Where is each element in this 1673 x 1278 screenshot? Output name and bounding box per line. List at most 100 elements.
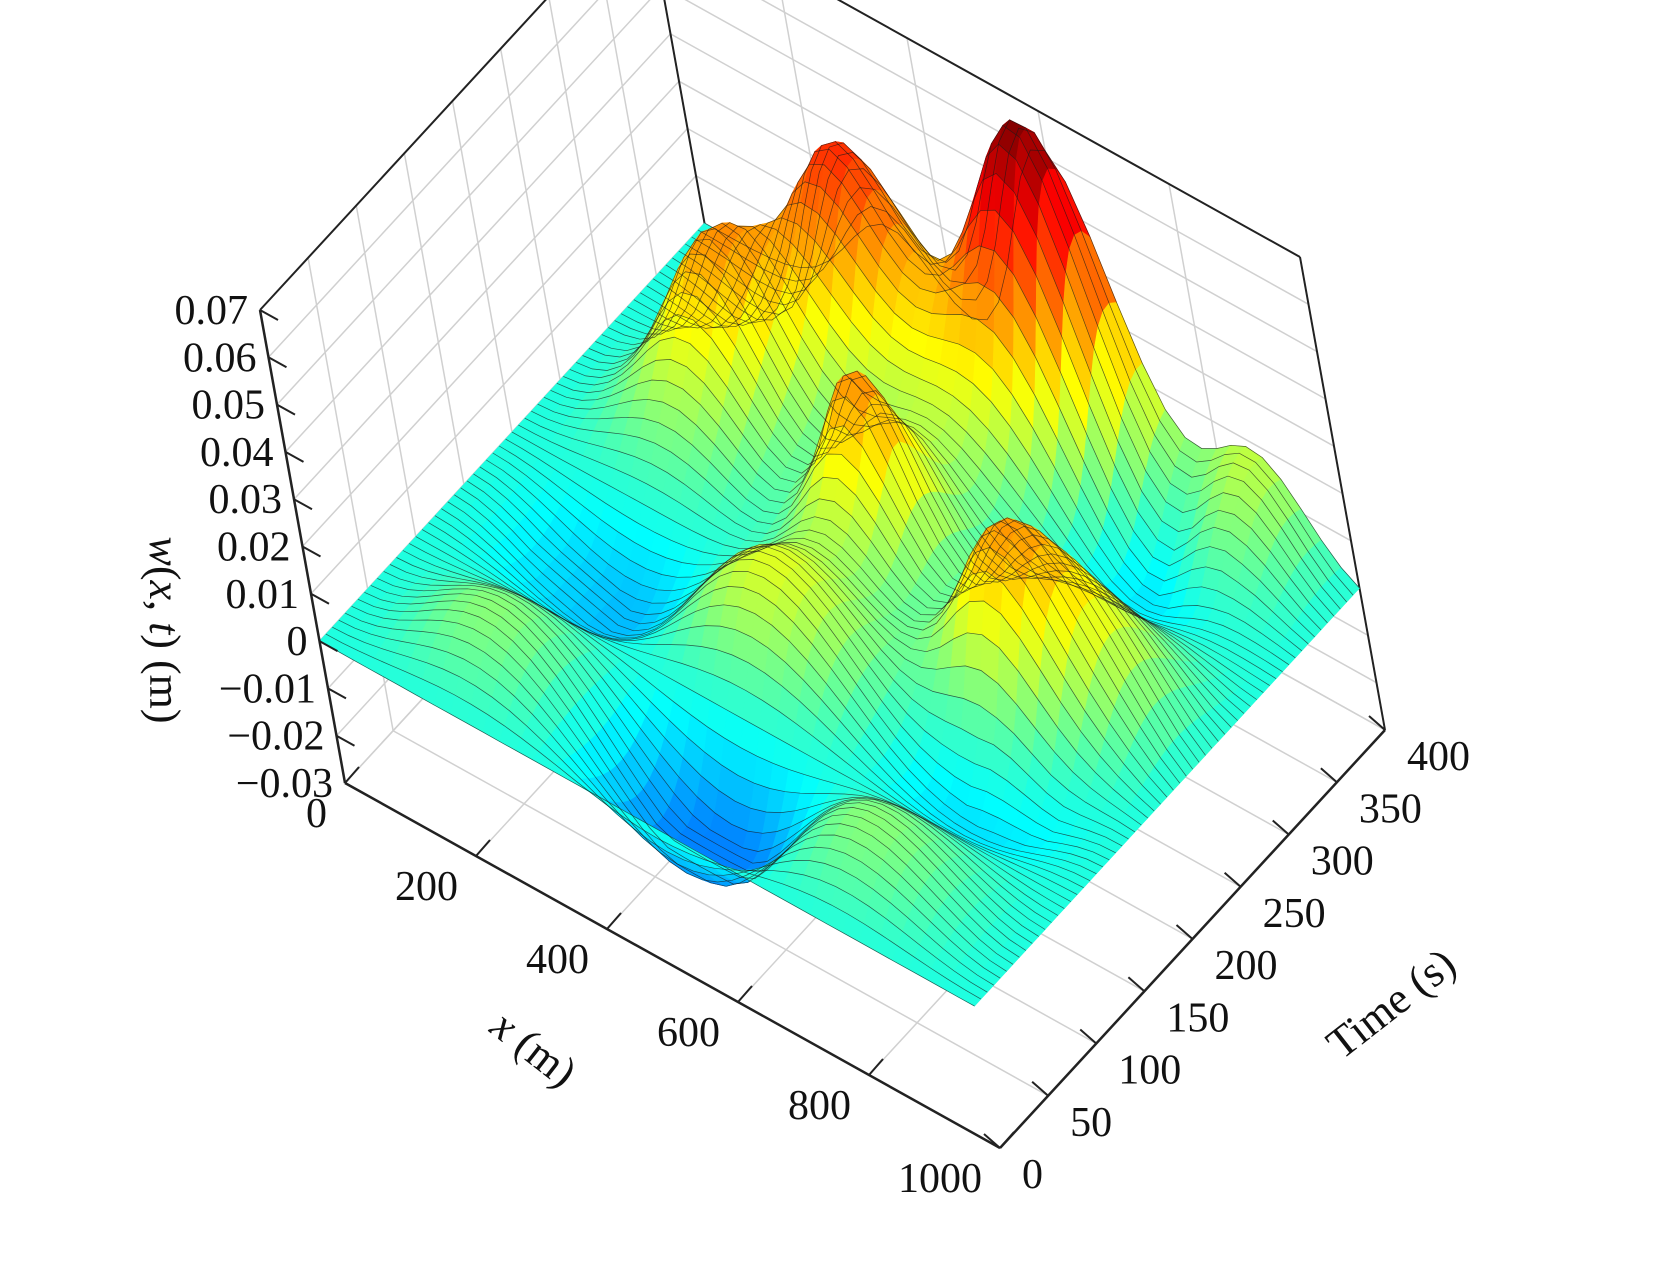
grid-line	[276, 0, 651, 406]
z-tick-label: −0.03	[236, 761, 333, 807]
mesh-line	[370, 585, 1026, 951]
mesh-line	[383, 571, 1039, 937]
surface-cell	[960, 282, 979, 320]
z-tick-label: 0.06	[183, 335, 257, 381]
time-tick-label: 350	[1359, 786, 1422, 832]
z-tick	[336, 734, 355, 747]
mesh-line	[678, 143, 1335, 617]
time-tick-label: 100	[1118, 1048, 1181, 1094]
surface-cell	[966, 600, 985, 636]
mesh-line	[460, 487, 1116, 854]
mesh-line	[492, 452, 1149, 819]
mesh-line	[466, 480, 1123, 847]
mesh-line	[620, 225, 1277, 679]
grid-line	[392, 730, 1049, 1097]
mesh-line	[364, 591, 1020, 958]
mesh-line	[697, 127, 1354, 596]
grid-line	[760, 0, 1309, 305]
z-tick-label: −0.01	[219, 666, 316, 712]
time-tick	[1223, 871, 1242, 888]
mesh-line	[415, 536, 1071, 902]
z-tick	[293, 498, 313, 511]
mesh-line	[357, 598, 1014, 965]
time-tick	[1079, 1028, 1097, 1045]
tick-labels: 0.070.060.050.040.030.020.010−0.01−0.02−…	[175, 288, 1471, 1202]
mesh-line	[665, 141, 1322, 631]
x-tick	[999, 1131, 1015, 1149]
mesh-line	[441, 508, 1097, 875]
x-tick-label: 1000	[898, 1156, 982, 1202]
time-axis-title: Time (s)	[1317, 938, 1464, 1068]
time-tick	[1031, 1080, 1049, 1097]
mesh-line	[499, 445, 1155, 812]
mesh-line	[447, 501, 1103, 868]
z-tick	[302, 545, 321, 558]
time-tick-label: 400	[1407, 734, 1470, 780]
mesh-line	[646, 181, 1303, 652]
mesh-line	[351, 605, 1007, 972]
surface-mesh	[319, 119, 1360, 1007]
mesh-line	[633, 217, 1290, 665]
mesh-line	[582, 271, 1238, 721]
mesh-line	[389, 564, 1046, 930]
x-axis-line	[344, 781, 1001, 1150]
grid-line	[310, 175, 697, 595]
mesh-line	[531, 410, 1187, 777]
box-edge	[259, 0, 547, 311]
mesh-line	[422, 529, 1078, 895]
z-tick-label: 0.01	[226, 572, 300, 618]
time-tick-label: 150	[1166, 995, 1229, 1041]
mesh-line	[569, 314, 1226, 735]
mesh-line	[640, 202, 1296, 659]
x-axis-title: x (m)	[481, 1000, 586, 1097]
x-tick	[737, 985, 753, 1003]
z-tick	[310, 592, 330, 605]
mesh-line	[563, 336, 1219, 742]
z-tick	[327, 687, 347, 700]
mesh-line	[377, 578, 1033, 944]
x-tick	[606, 912, 622, 930]
x-tick	[868, 1058, 884, 1076]
grid-line	[267, 0, 599, 358]
z-tick	[344, 782, 364, 794]
mesh-line	[614, 222, 1270, 686]
z-tick	[285, 451, 304, 463]
grid-line	[284, 33, 672, 453]
time-tick	[1272, 819, 1290, 836]
mesh-line	[556, 359, 1213, 749]
x-tick-label: 400	[526, 937, 589, 983]
surface-cell	[947, 665, 966, 699]
time-tick-label: 250	[1263, 891, 1326, 937]
mesh-line	[518, 424, 1174, 791]
grid-line	[259, 0, 547, 311]
mesh-line	[454, 494, 1110, 861]
mesh-line	[691, 119, 1347, 603]
mesh-line	[332, 626, 988, 993]
x-tick	[344, 766, 360, 784]
z-tick	[276, 403, 296, 416]
time-tick	[1368, 715, 1386, 731]
z-axis-title: w(x, t) (m)	[140, 537, 189, 724]
mesh-line	[396, 557, 1052, 923]
z-tick-label: −0.02	[227, 714, 324, 760]
mesh-line	[524, 417, 1181, 784]
mesh-line	[505, 438, 1161, 805]
x-tick	[475, 839, 491, 857]
mesh-line	[402, 550, 1059, 916]
mesh-line	[627, 224, 1283, 672]
x-tick-label: 0	[306, 791, 327, 837]
surface-cell	[965, 632, 983, 671]
mesh-line	[434, 515, 1091, 882]
surface-cell	[943, 314, 962, 345]
x-tick-label: 200	[395, 864, 458, 910]
z-tick-label: 0.07	[175, 288, 249, 334]
grid-line	[301, 127, 689, 548]
mesh-line	[704, 149, 1360, 589]
surface-cell	[968, 570, 987, 602]
z-tick	[268, 356, 287, 369]
x-tick-label: 800	[788, 1083, 851, 1129]
mesh-line	[511, 431, 1168, 798]
mesh-line	[595, 238, 1251, 707]
mesh-line	[653, 163, 1309, 645]
mesh-line	[685, 124, 1341, 610]
